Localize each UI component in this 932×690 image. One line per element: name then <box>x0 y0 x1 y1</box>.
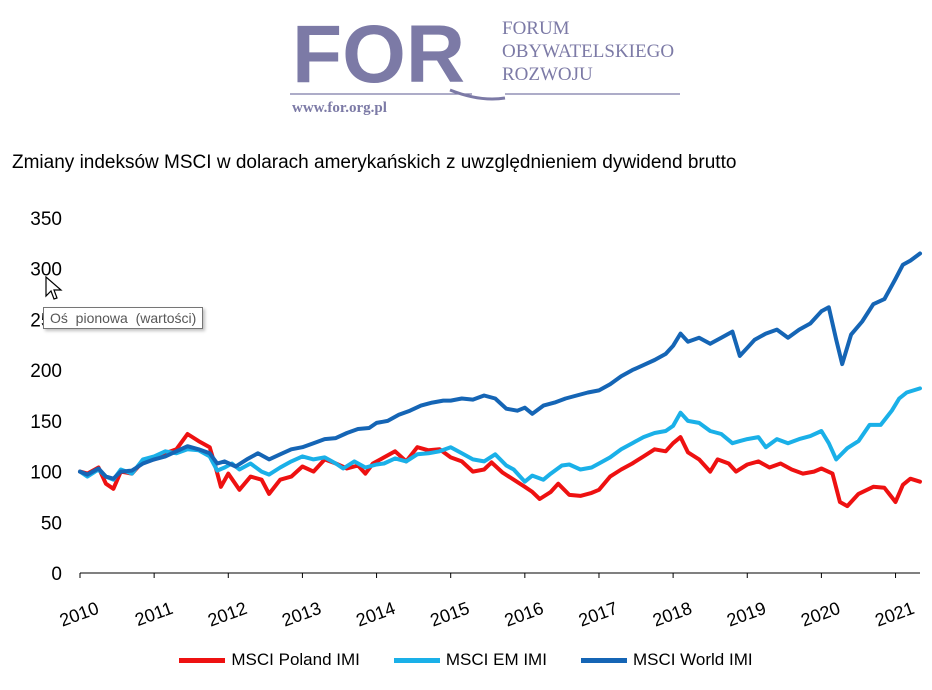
logo-url: www.for.org.pl <box>292 100 387 116</box>
legend-item: MSCI Poland IMI <box>179 650 360 670</box>
x-axis-tick-labels: 2010 2011 2012 2013 2014 2015 2016 2017 2018 2019… <box>57 573 917 630</box>
logo-name-line-1: FORUM <box>502 18 570 39</box>
x-tick-label: 2018 <box>650 598 694 630</box>
x-tick-label: 2016 <box>502 598 546 630</box>
logo-name-line-2: OBYWATELSKIEGO <box>502 41 674 62</box>
series-line-3 <box>78 251 922 481</box>
x-tick-label: 2021 <box>872 598 916 630</box>
y-tick-label: 0 <box>51 564 62 585</box>
y-tick-label: 100 <box>30 463 62 484</box>
logo-mark: FOR <box>292 10 465 100</box>
x-tick-label: 2011 <box>132 598 175 630</box>
series-line-1 <box>78 432 922 509</box>
series-lines <box>78 251 922 509</box>
y-tick-label: 200 <box>30 361 62 382</box>
legend-label: MSCI EM IMI <box>445 650 547 669</box>
legend-swatch <box>393 657 440 663</box>
legend-label: MSCI Poland IMI <box>231 650 360 669</box>
y-axis-tick-labels: 050100150200250300350 <box>30 209 62 585</box>
y-tick-label: 50 <box>41 513 62 534</box>
for-logo: FOR FORUM OBYWATELSKIEGO ROZWOJU www.for… <box>290 10 680 116</box>
y-tick-label: 150 <box>30 412 62 433</box>
x-tick-label: 2017 <box>576 598 620 630</box>
axis-tooltip: Oś pionowa (wartości) <box>43 307 204 329</box>
x-tick-label: 2013 <box>279 598 323 630</box>
mouse-pointer-icon <box>45 276 63 300</box>
chart-legend: MSCI Poland IMI MSCI EM IMI MSCI World IMI <box>0 650 932 670</box>
series-line-2 <box>78 386 922 484</box>
chart-title: Zmiany indeksów MSCI w dolarach amerykań… <box>12 152 737 173</box>
x-tick-label: 2010 <box>57 598 101 630</box>
legend-swatch <box>580 657 627 663</box>
y-tick-label: 350 <box>30 209 62 230</box>
legend-item: MSCI EM IMI <box>393 650 547 670</box>
legend-item: MSCI World IMI <box>580 650 753 670</box>
y-tick-label: 300 <box>30 260 62 281</box>
x-tick-label: 2020 <box>798 598 842 630</box>
x-tick-label: 2014 <box>353 598 397 630</box>
x-tick-label: 2015 <box>428 598 472 630</box>
x-tick-label: 2012 <box>205 598 249 630</box>
x-tick-label: 2019 <box>724 598 768 630</box>
logo-name-line-3: ROZWOJU <box>502 64 593 85</box>
legend-swatch <box>179 657 226 663</box>
legend-label: MSCI World IMI <box>632 650 753 669</box>
